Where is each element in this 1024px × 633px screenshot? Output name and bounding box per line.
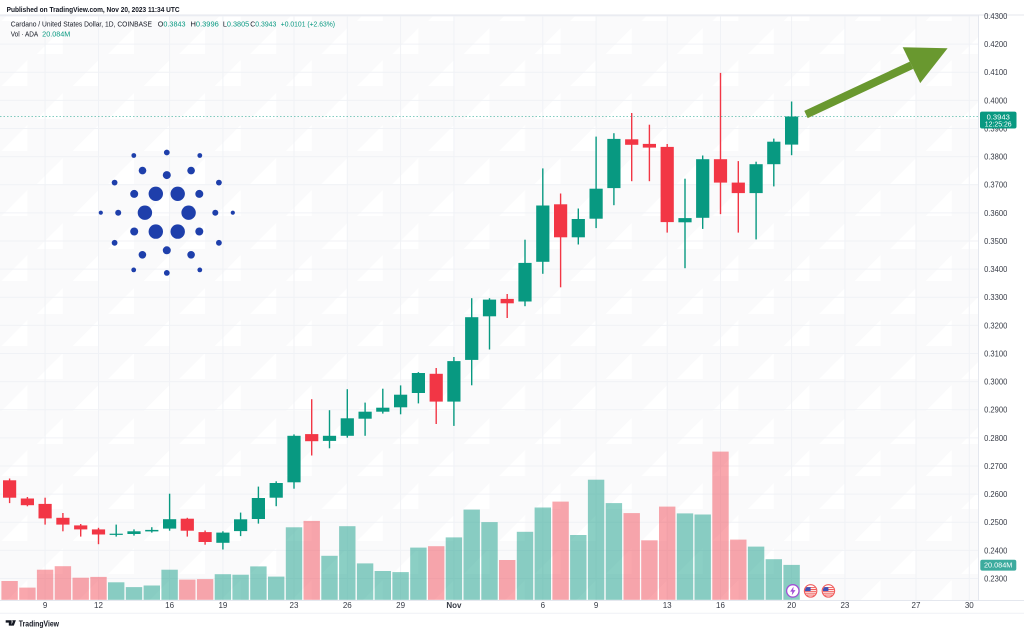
svg-text:0.3943: 0.3943 xyxy=(987,112,1010,121)
svg-text:0.3700: 0.3700 xyxy=(984,181,1008,190)
svg-text:0.2600: 0.2600 xyxy=(984,490,1008,499)
svg-text:9: 9 xyxy=(594,601,599,610)
svg-text:H0.3996: H0.3996 xyxy=(191,19,219,28)
svg-text:19: 19 xyxy=(218,601,227,610)
svg-text:6: 6 xyxy=(541,601,546,610)
svg-text:0.3400: 0.3400 xyxy=(984,265,1008,274)
svg-text:16: 16 xyxy=(716,601,725,610)
svg-text:0.4300: 0.4300 xyxy=(984,12,1008,21)
svg-text:0.2500: 0.2500 xyxy=(984,518,1008,527)
svg-text:0.2900: 0.2900 xyxy=(984,406,1008,415)
svg-text:23: 23 xyxy=(290,601,299,610)
svg-text:29: 29 xyxy=(396,601,405,610)
svg-text:0.2400: 0.2400 xyxy=(984,546,1008,555)
svg-text:0.3800: 0.3800 xyxy=(984,153,1008,162)
svg-text:20.084M: 20.084M xyxy=(984,561,1012,570)
svg-text:20: 20 xyxy=(787,601,796,610)
svg-text:0.4100: 0.4100 xyxy=(984,68,1008,77)
svg-text:30: 30 xyxy=(965,601,974,610)
svg-text:Nov: Nov xyxy=(446,601,462,610)
svg-text:12: 12 xyxy=(94,601,103,610)
svg-text:Published on TradingView.com,: Published on TradingView.com, Nov 20, 20… xyxy=(7,5,180,14)
svg-text:0.4200: 0.4200 xyxy=(984,40,1008,49)
svg-text:9: 9 xyxy=(43,601,48,610)
svg-text:0.3500: 0.3500 xyxy=(984,237,1008,246)
svg-text:13: 13 xyxy=(663,601,672,610)
svg-text:23: 23 xyxy=(840,601,849,610)
svg-text:0.3100: 0.3100 xyxy=(984,349,1008,358)
svg-text:0.3200: 0.3200 xyxy=(984,321,1008,330)
svg-text:Cardano / United States Dollar: Cardano / United States Dollar, 1D, COIN… xyxy=(11,19,152,28)
svg-text:0.3000: 0.3000 xyxy=(984,378,1008,387)
svg-text:C0.3943: C0.3943 xyxy=(250,19,276,28)
svg-text:TradingView: TradingView xyxy=(19,619,60,628)
svg-text:0.3600: 0.3600 xyxy=(984,209,1008,218)
svg-text:0.3900: 0.3900 xyxy=(984,124,1008,133)
svg-text:+0.0101 (+2.63%): +0.0101 (+2.63%) xyxy=(281,19,335,28)
svg-text:27: 27 xyxy=(912,601,921,610)
svg-text:26: 26 xyxy=(343,601,352,610)
svg-text:0.2300: 0.2300 xyxy=(984,574,1008,583)
svg-text:O0.3843: O0.3843 xyxy=(158,19,186,28)
svg-text:0.3300: 0.3300 xyxy=(984,293,1008,302)
svg-text:0.2700: 0.2700 xyxy=(984,462,1008,471)
svg-text:12:25:26: 12:25:26 xyxy=(985,122,1012,129)
svg-text:0.4000: 0.4000 xyxy=(984,96,1008,105)
svg-text:L0.3805: L0.3805 xyxy=(223,19,249,28)
svg-text:16: 16 xyxy=(165,601,174,610)
svg-text:0.2800: 0.2800 xyxy=(984,434,1008,443)
